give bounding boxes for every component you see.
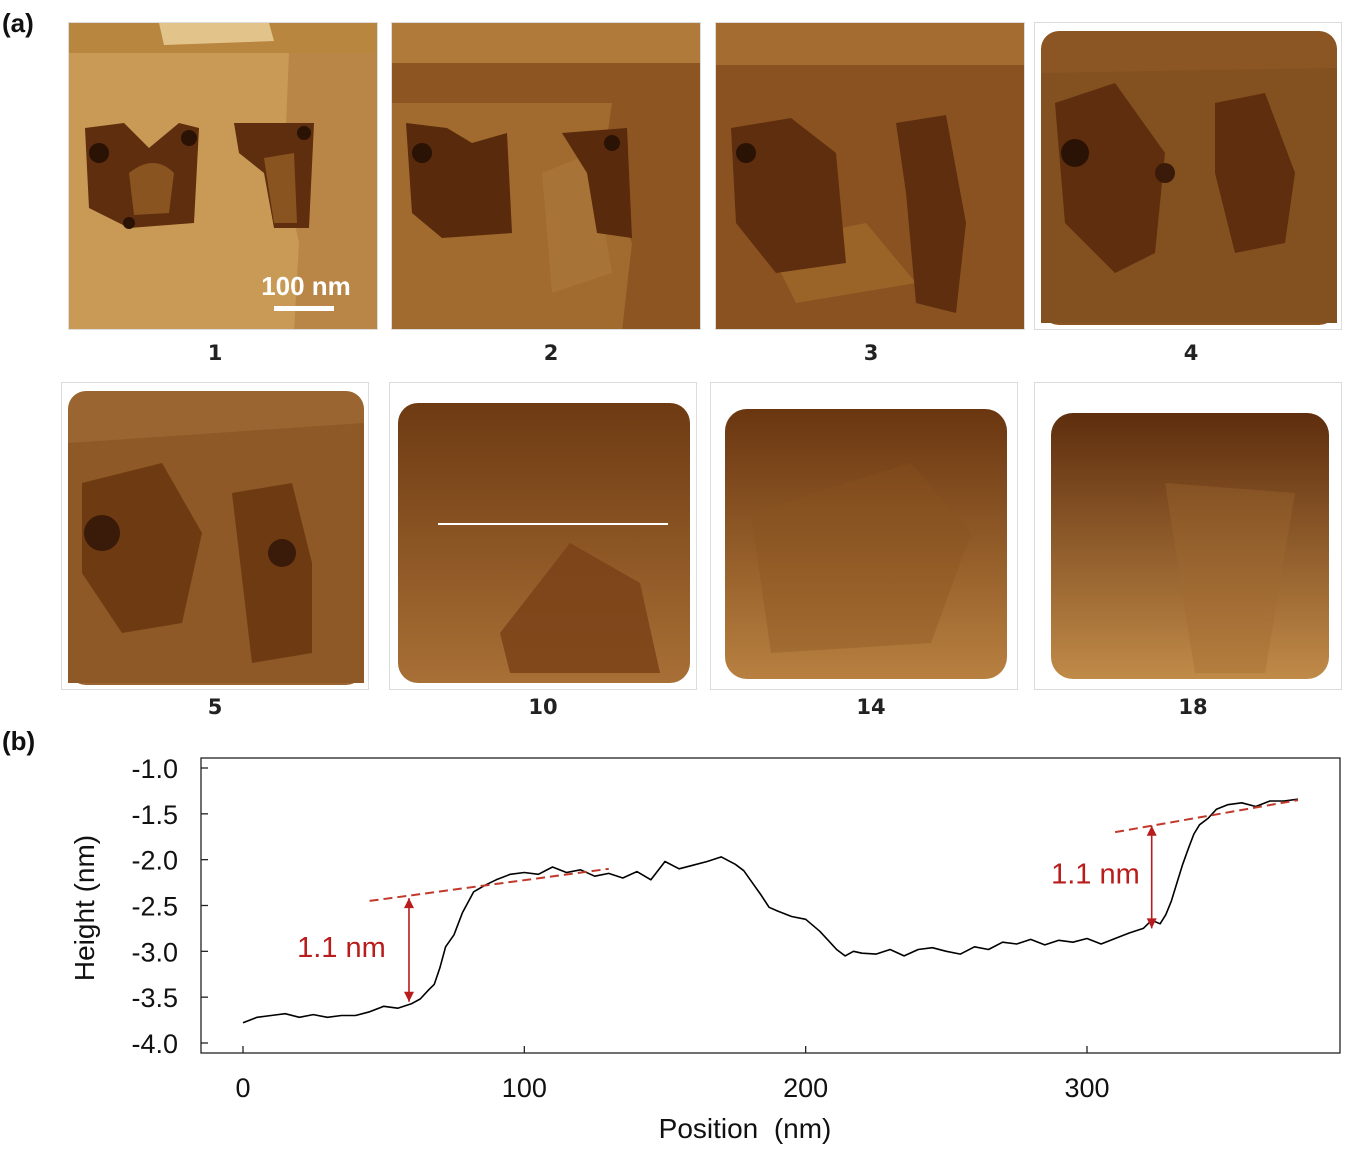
arrow-head: [403, 991, 414, 1002]
step-height-label: 1.1 nm: [1051, 858, 1140, 890]
y-axis: -4.0 -3.5 -3.0 -2.5 -2.0 -1.5 -1.0: [131, 754, 208, 1059]
y-tick-label: -2.0: [131, 846, 178, 876]
fit-lines: [369, 799, 1299, 902]
x-tick-label: 100: [502, 1073, 547, 1103]
arrow-head: [1146, 825, 1157, 836]
afm-frame-4: [1034, 22, 1342, 330]
y-tick-label: -3.0: [131, 937, 178, 967]
height-profile-line: [242, 798, 1299, 1024]
panel-label-a: (a): [2, 8, 34, 38]
annotations: 1.1 nm 1.1 nm: [297, 825, 1157, 1002]
afm-frame-1-image: 100 nm: [69, 23, 377, 329]
panel-label-b: (b): [2, 726, 36, 756]
frame-label-1: 1: [207, 341, 223, 365]
x-axis-label: Position (nm): [659, 1113, 832, 1144]
frame-label-14: 14: [856, 695, 886, 719]
y-tick-label: -1.0: [131, 754, 178, 784]
x-axis: 0 100 200 300: [235, 1046, 1110, 1103]
frame-label-18: 18: [1178, 695, 1208, 719]
frame-label-4: 4: [1183, 341, 1199, 365]
scale-bar-label: 100 nm: [261, 271, 351, 301]
series-group: [242, 798, 1299, 1024]
y-tick-label: -3.5: [131, 983, 178, 1013]
afm-frame-3-image: [716, 23, 1024, 329]
arrow-head: [403, 898, 414, 909]
frame-label-5: 5: [207, 695, 223, 719]
x-tick-label: 0: [235, 1073, 250, 1103]
afm-frame-18-image: [1035, 383, 1341, 689]
frame-label-2: 2: [543, 341, 559, 365]
frame-label-10: 10: [528, 695, 558, 719]
afm-frame-10-image: [390, 383, 696, 689]
afm-frame-10: [389, 382, 697, 690]
step-fit-line: [369, 867, 609, 902]
y-tick-label: -1.5: [131, 800, 178, 830]
frame-label-3: 3: [863, 341, 879, 365]
afm-frame-4-image: [1035, 23, 1341, 329]
afm-frame-14: [710, 382, 1018, 690]
y-tick-label: -2.5: [131, 892, 178, 922]
step-height-label: 1.1 nm: [297, 932, 386, 964]
afm-frame-3: [715, 22, 1025, 330]
afm-frame-5-image: [62, 383, 368, 689]
height-profile-chart: -4.0-3.5-3.0-2.5-2.0-1.5-1.0 0 100 200 300 …: [69, 754, 1341, 1144]
afm-frame-2-image: [392, 23, 700, 329]
scale-bar: [274, 306, 334, 311]
arrow-head: [1146, 918, 1157, 929]
afm-frame-2: [391, 22, 701, 330]
afm-frame-18: [1034, 382, 1342, 690]
afm-frame-1: 100 nm: [68, 22, 378, 330]
y-axis-label: Height (nm): [69, 835, 100, 981]
afm-frame-14-image: [711, 383, 1017, 689]
x-tick-label: 200: [783, 1073, 828, 1103]
x-tick-label: 300: [1064, 1073, 1109, 1103]
step-fit-line: [1114, 799, 1299, 834]
afm-frame-5: [61, 382, 369, 690]
y-tick-label: -4.0: [131, 1029, 178, 1059]
